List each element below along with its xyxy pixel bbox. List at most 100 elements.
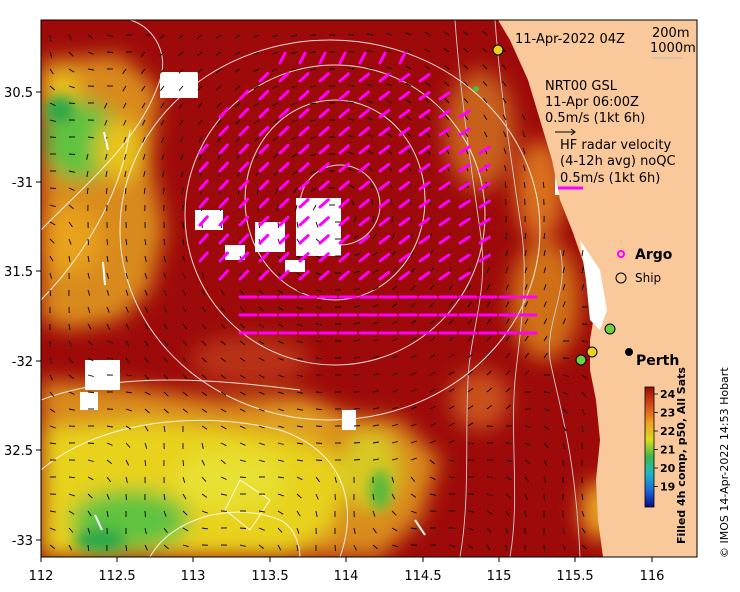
gsl-arrow: [253, 51, 260, 55]
gsl-arrow: [159, 51, 165, 57]
gsl-arrow: [163, 493, 166, 500]
gsl-label-3: 0.5m/s (1kt 6h): [545, 111, 645, 126]
gsl-arrow: [201, 442, 204, 449]
hf-vector: [278, 125, 290, 137]
gsl-arrow: [467, 319, 473, 325]
gsl-arrow: [410, 457, 417, 461]
x-tick-label: 112.5: [98, 569, 135, 584]
y-axis: 30.5 -31 31.5 -32 32.5 -33: [4, 86, 41, 549]
gsl-arrow: [387, 149, 393, 155]
gsl-arrow: [543, 352, 548, 359]
gsl-arrow: [180, 170, 184, 177]
gsl-arrow: [524, 352, 529, 359]
gsl-arrow: [486, 353, 492, 359]
ship-legend-label: Ship: [635, 271, 661, 285]
gsl-arrow: [87, 340, 93, 346]
gsl-arrow: [467, 284, 472, 291]
gsl-arrow: [234, 34, 241, 39]
gsl-arrow: [163, 272, 167, 279]
gsl-arrow: [49, 374, 54, 381]
gsl-arrow: [296, 357, 303, 360]
gsl-arrow: [504, 182, 507, 189]
gsl-arrow: [391, 233, 395, 240]
gsl-arrow: [522, 148, 526, 155]
hf-vector: [278, 71, 290, 83]
gsl-arrow: [562, 442, 566, 449]
x-axis: 112 112.5 113 113.5 114 114.5 115 115.5 116: [29, 557, 664, 584]
gsl-arrow: [524, 442, 531, 446]
gsl-arrow: [444, 98, 450, 104]
gsl-arrow: [296, 527, 300, 534]
gsl-arrow: [505, 404, 511, 410]
gsl-arrow: [372, 338, 379, 342]
gsl-arrow: [348, 151, 355, 155]
hf-vector: [458, 271, 471, 281]
hf-vector: [438, 91, 451, 101]
gsl-arrow: [372, 458, 379, 461]
gsl-arrow: [315, 323, 322, 326]
gsl-arrow: [486, 544, 491, 551]
hf-vector: [338, 51, 347, 65]
gsl-arrow: [310, 136, 317, 139]
hf-vector: [278, 179, 290, 191]
gsl-arrow: [543, 544, 545, 552]
gsl-arrow: [254, 119, 260, 125]
gsl-arrow: [272, 51, 279, 55]
gsl-arrow: [253, 34, 260, 38]
gsl-arrow: [353, 288, 360, 291]
gsl-arrow: [464, 114, 469, 121]
gsl-arrow: [277, 391, 284, 395]
gsl-arrow: [68, 493, 75, 497]
gsl-arrow: [277, 340, 284, 344]
gsl-arrow: [562, 391, 569, 396]
gsl-arrow: [220, 493, 227, 496]
gsl-arrow: [309, 51, 317, 54]
hf-vector: [278, 197, 290, 209]
gsl-arrow: [391, 527, 398, 532]
hf-vector: [198, 143, 209, 155]
gsl-arrow: [386, 116, 393, 121]
gsl-arrow: [141, 119, 146, 126]
hf-vector: [258, 179, 270, 191]
gsl-arrow: [182, 391, 188, 397]
gsl-arrow: [68, 85, 75, 89]
hf-vector: [298, 108, 310, 119]
gsl-arrow: [68, 255, 71, 262]
hf-vector: [318, 216, 330, 227]
gsl-arrow: [277, 510, 284, 515]
hf-vector: [258, 143, 270, 155]
gsl-arrow: [372, 321, 379, 325]
hf-vector: [258, 215, 270, 227]
gsl-arrow: [448, 544, 455, 547]
gsl-arrow: [371, 199, 374, 206]
gsl-arrow: [391, 493, 396, 500]
gsl-arrow: [144, 289, 148, 296]
gsl-arrow: [87, 374, 94, 377]
hf-vector: [238, 233, 250, 245]
hf-vector: [398, 72, 411, 83]
gsl-arrow: [505, 267, 509, 274]
gsl-arrow: [353, 339, 360, 342]
gsl-arrow: [180, 153, 184, 160]
hf-vector: [218, 215, 229, 227]
gsl-arrow: [49, 527, 56, 531]
gsl-arrow: [291, 136, 298, 141]
gsl-arrow: [486, 404, 492, 410]
gsl-arrow: [86, 153, 89, 160]
gsl-arrow: [486, 370, 492, 376]
gsl-arrow: [125, 391, 132, 394]
date-label: 11-Apr-2022 04Z: [515, 32, 625, 47]
gsl-arrow: [581, 425, 584, 432]
hf-vector: [378, 198, 391, 209]
gsl-arrow: [234, 51, 241, 56]
gsl-arrow: [372, 510, 376, 517]
gsl-arrow: [215, 34, 222, 39]
gsl-arrow: [315, 221, 319, 228]
gsl-arrow: [429, 405, 436, 410]
gsl-arrow: [425, 115, 431, 121]
gsl-arrow: [144, 238, 147, 246]
hf-vector: [318, 51, 327, 65]
gsl-arrow: [315, 391, 323, 394]
gsl-arrow: [448, 353, 454, 359]
gsl-arrow: [542, 181, 545, 189]
